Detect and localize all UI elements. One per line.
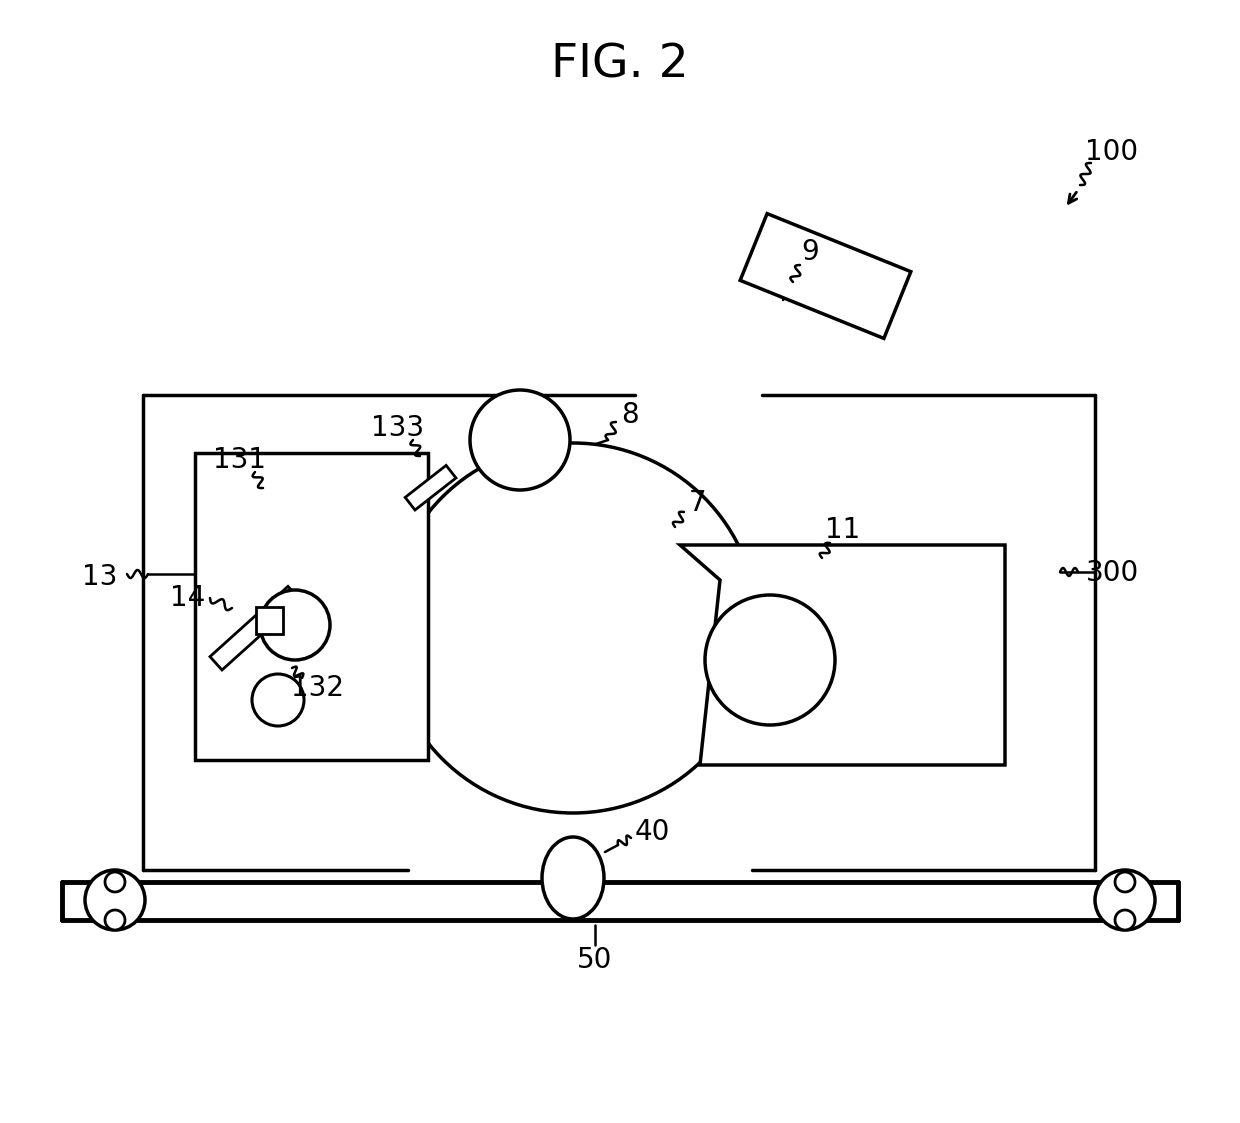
Text: 131: 131 [213,446,267,474]
Text: 50: 50 [578,946,613,974]
Circle shape [105,910,125,930]
Circle shape [86,870,145,930]
Circle shape [1095,870,1154,930]
Circle shape [1115,910,1135,930]
Text: 9: 9 [801,238,818,266]
Circle shape [1115,871,1135,892]
Bar [195,453,428,760]
Circle shape [388,442,758,813]
Text: FIG. 2: FIG. 2 [551,43,689,88]
Text: 13: 13 [82,563,118,591]
Bar [255,608,283,634]
Circle shape [260,590,330,660]
Circle shape [252,674,304,725]
Text: 133: 133 [372,414,424,442]
Text: 40: 40 [635,818,670,846]
Polygon shape [680,545,1004,765]
Text: 300: 300 [1085,559,1138,587]
Text: 132: 132 [291,674,345,702]
Text: 14: 14 [170,584,206,612]
Bar [210,586,300,670]
Text: 7: 7 [689,489,707,517]
Text: 100: 100 [1085,138,1138,166]
Circle shape [470,390,570,490]
Circle shape [105,871,125,892]
Text: 11: 11 [826,515,861,544]
Ellipse shape [542,837,604,919]
Bar [405,465,456,510]
Bar [740,213,911,338]
Text: 8: 8 [621,401,639,429]
Circle shape [706,595,835,725]
